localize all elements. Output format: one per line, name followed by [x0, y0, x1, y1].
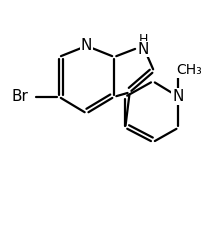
Text: N: N [137, 42, 149, 57]
Text: N: N [81, 38, 92, 53]
Text: CH₃: CH₃ [176, 63, 202, 77]
Text: H: H [138, 33, 148, 46]
Text: Br: Br [11, 89, 28, 104]
Text: N: N [173, 89, 184, 104]
